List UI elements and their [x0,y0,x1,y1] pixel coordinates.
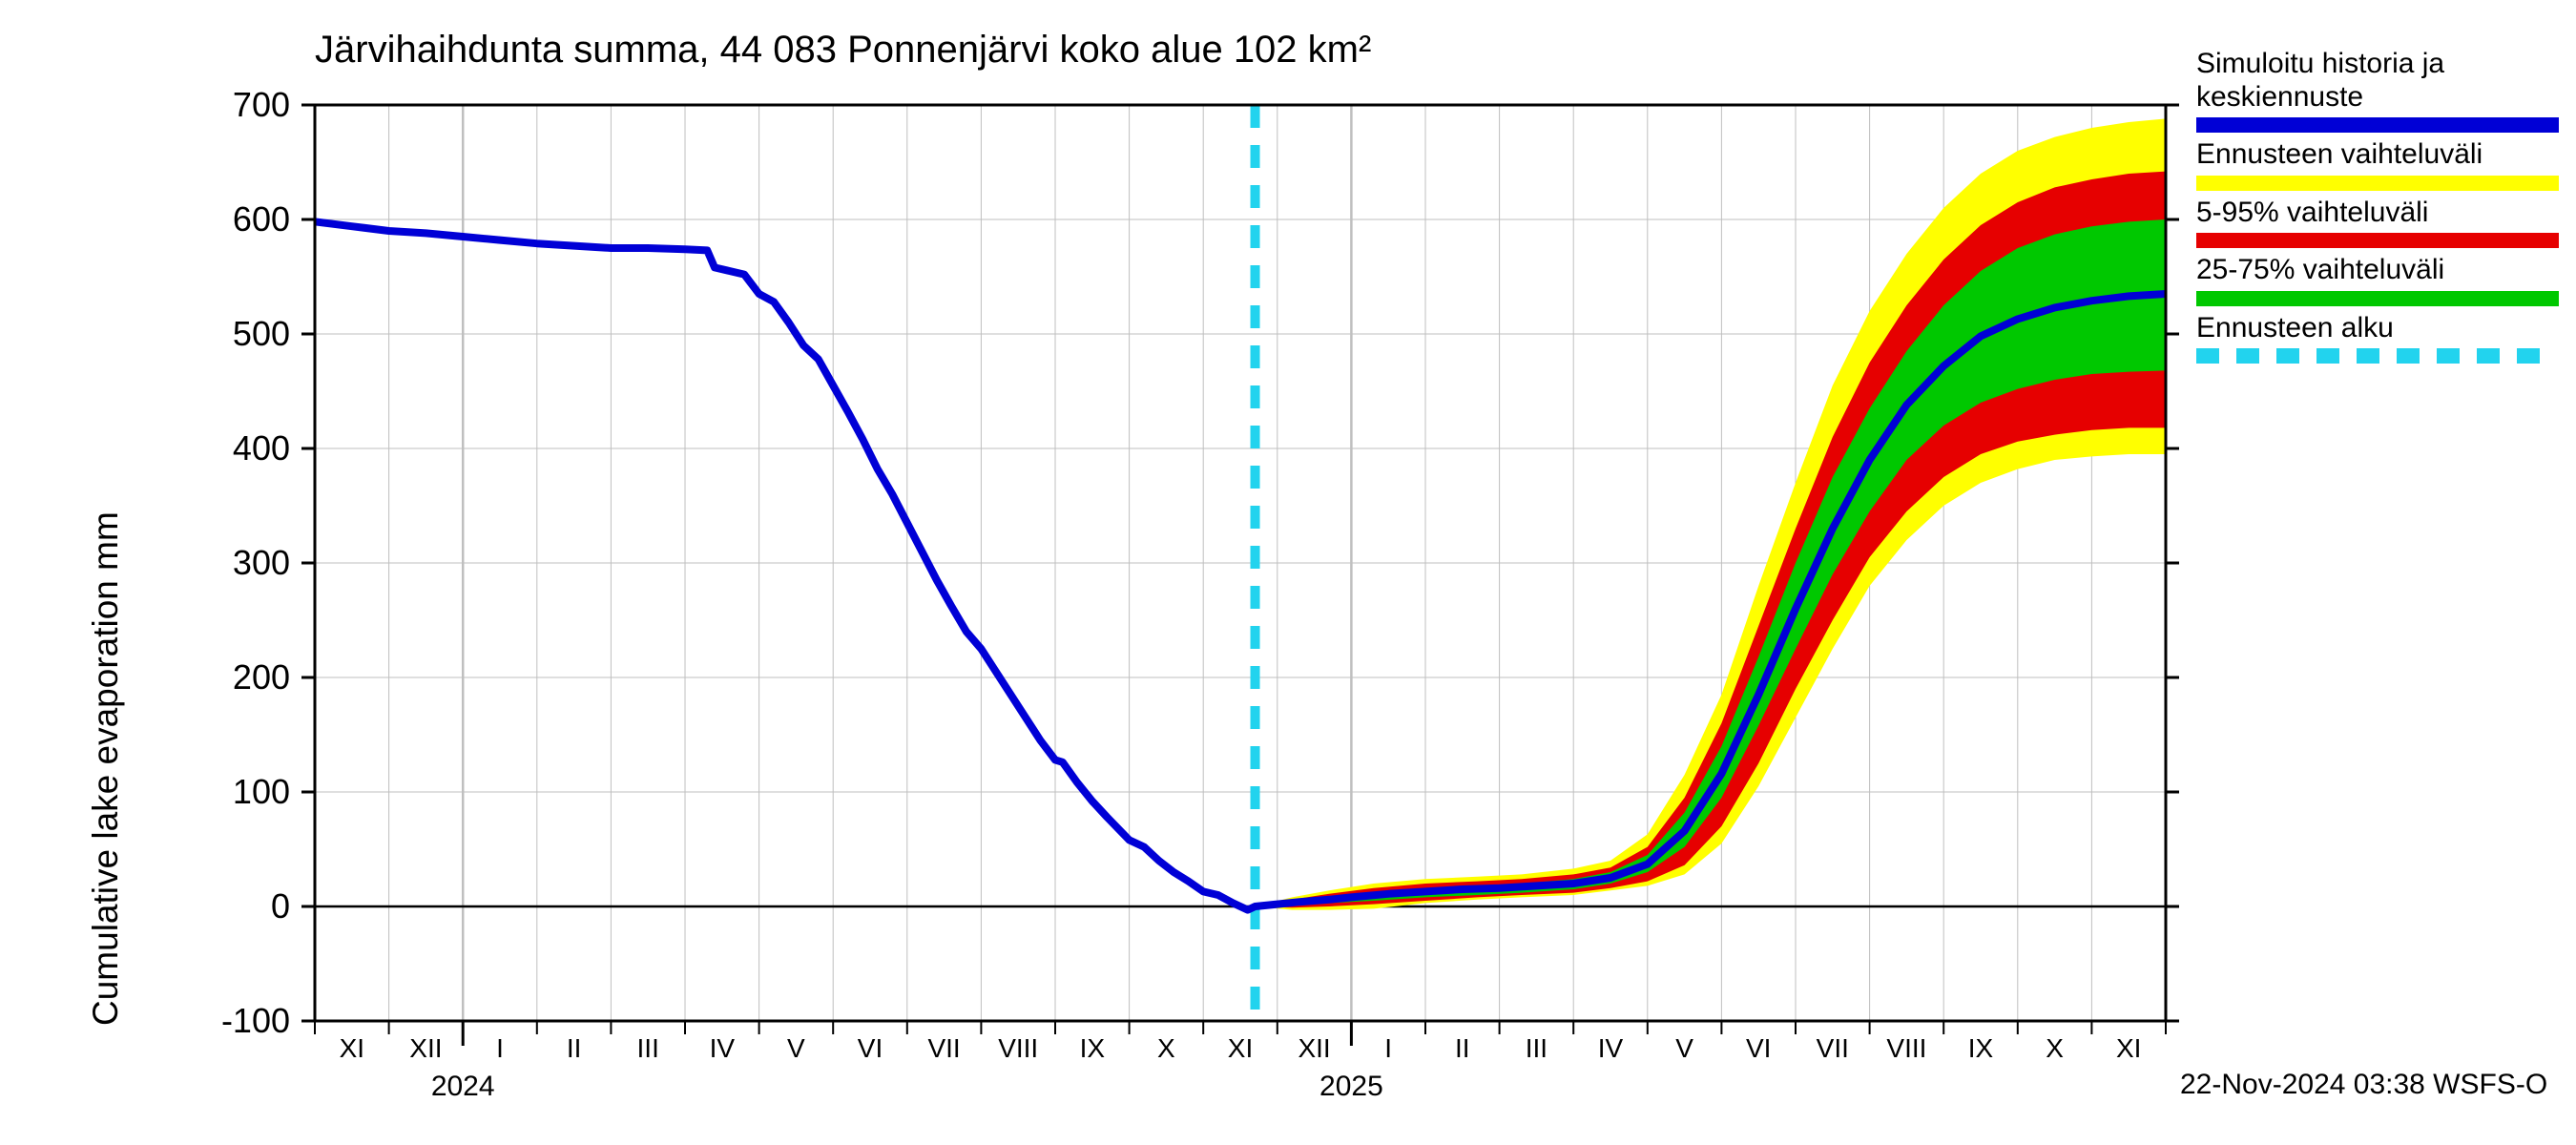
legend-swatch [2196,117,2559,133]
plot-area: -1000100200300400500600700XIXIIIIIIIIIVV… [0,0,2576,1145]
x-month-label: VII [1817,1033,1849,1063]
legend: Simuloitu historia jakeskiennuste Ennuste… [2196,48,2559,369]
x-month-label: V [787,1033,805,1063]
legend-swatch [2196,176,2559,191]
x-year-label: 2024 [431,1071,495,1102]
x-month-label: II [1455,1033,1470,1063]
x-month-label: II [567,1033,582,1063]
x-month-label: III [1526,1033,1548,1063]
legend-item: 25-75% vaihteluväli [2196,254,2559,306]
y-tick-label: 100 [233,772,290,811]
x-month-label: XII [409,1033,442,1063]
legend-swatch [2196,348,2559,364]
x-year-label: 2025 [1319,1071,1383,1102]
y-tick-label: 0 [271,886,290,926]
x-month-label: X [2046,1033,2064,1063]
x-month-label: XII [1298,1033,1330,1063]
legend-label: Ennusteen alku [2196,312,2559,345]
legend-label: 5-95% vaihteluväli [2196,197,2559,230]
x-month-label: III [637,1033,659,1063]
x-month-label: XI [1228,1033,1253,1063]
x-month-label: VI [858,1033,883,1063]
x-month-label: I [496,1033,504,1063]
footer-timestamp: 22-Nov-2024 03:38 WSFS-O [2180,1069,2547,1101]
y-tick-label: 700 [233,85,290,124]
x-month-label: VII [927,1033,960,1063]
y-tick-label: 300 [233,543,290,582]
x-month-label: VIII [1886,1033,1926,1063]
legend-swatch [2196,233,2559,248]
x-month-label: XI [2116,1033,2141,1063]
legend-label: 25-75% vaihteluväli [2196,254,2559,287]
x-month-label: IV [1598,1033,1624,1063]
legend-swatch [2196,291,2559,306]
x-month-label: I [1384,1033,1392,1063]
y-tick-label: 400 [233,428,290,468]
legend-item: Simuloitu historia jakeskiennuste [2196,48,2559,133]
legend-label: Simuloitu historia jakeskiennuste [2196,48,2559,114]
x-month-label: XI [340,1033,364,1063]
y-tick-label: 200 [233,657,290,697]
legend-item: 5-95% vaihteluväli [2196,197,2559,249]
x-month-label: VIII [998,1033,1038,1063]
x-month-label: IX [1968,1033,1994,1063]
x-month-label: IV [710,1033,736,1063]
y-tick-label: 500 [233,314,290,353]
x-month-label: IX [1080,1033,1106,1063]
legend-label: Ennusteen vaihteluväli [2196,138,2559,172]
y-tick-label: 600 [233,199,290,239]
legend-item: Ennusteen alku [2196,312,2559,364]
x-month-label: VI [1746,1033,1771,1063]
y-tick-label: -100 [221,1001,290,1040]
x-month-label: X [1157,1033,1175,1063]
x-month-label: V [1675,1033,1693,1063]
legend-item: Ennusteen vaihteluväli [2196,138,2559,191]
chart-container: Järvihaihdunta summa, 44 083 Ponnenjärvi… [0,0,2576,1145]
